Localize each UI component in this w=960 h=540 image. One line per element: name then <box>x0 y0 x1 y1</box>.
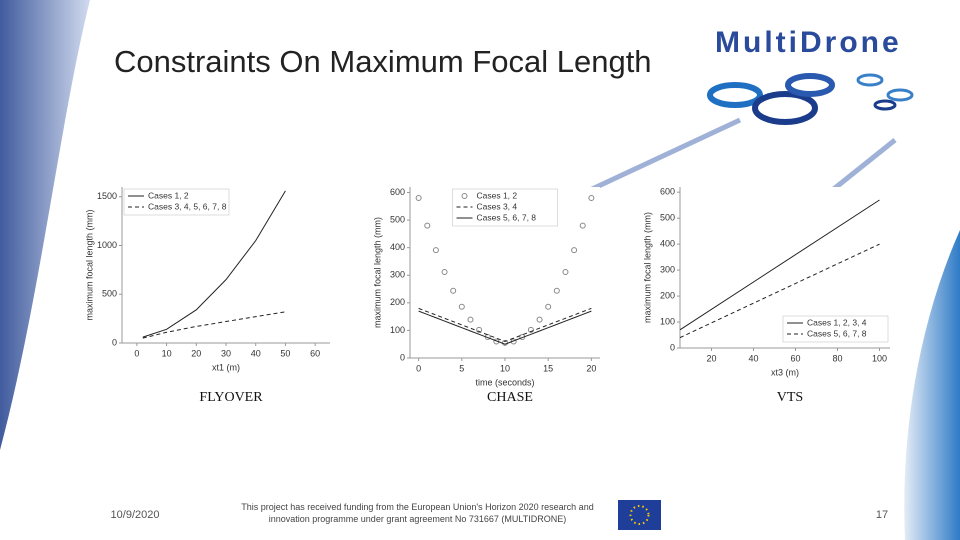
logo: MultiDrone <box>715 26 902 59</box>
legend-box <box>123 188 230 216</box>
marker <box>562 268 569 275</box>
decor <box>588 117 742 193</box>
x-tick-label: 0 <box>416 363 421 373</box>
x-tick-label: 60 <box>790 353 800 363</box>
legend-swatch <box>461 193 468 199</box>
x-tick-label: 20 <box>706 353 716 363</box>
y-tick-label: 0 <box>400 352 405 362</box>
y-tick-label: 1000 <box>97 240 117 250</box>
y-tick-label: 600 <box>660 187 675 197</box>
x-axis-label: xt1 (m) <box>212 362 240 372</box>
legend-label: Cases 3, 4 <box>477 201 518 211</box>
series-line <box>679 243 880 339</box>
chart-caption: VTS <box>777 390 803 405</box>
x-tick-label: 20 <box>586 363 596 373</box>
marker <box>588 195 595 202</box>
legend-box <box>452 188 558 227</box>
legend-label: Cases 1, 2 <box>477 190 518 200</box>
legend-label: Cases 5, 6, 7, 8 <box>477 212 537 222</box>
legend-label: Cases 1, 2, 3, 4 <box>807 317 867 327</box>
series-line <box>142 311 286 339</box>
x-axis-label: time (seconds) <box>475 377 534 387</box>
funding-box: This project has received funding from t… <box>241 502 594 524</box>
x-tick-label: 60 <box>310 348 320 358</box>
x-tick-label: 0 <box>134 348 139 358</box>
y-tick-label: 0 <box>670 342 675 352</box>
marker <box>458 303 465 310</box>
marker <box>571 247 578 254</box>
y-tick-label: 100 <box>660 316 675 326</box>
title-text: Constraints On Maximum Focal Length <box>114 44 652 79</box>
x-tick-label: 5 <box>459 363 464 373</box>
marker <box>441 268 448 275</box>
x-tick-label: 30 <box>221 348 231 358</box>
legend-label: Cases 3, 4, 5, 6, 7, 8 <box>148 201 227 211</box>
x-axis-label: xt3 (m) <box>771 367 799 377</box>
y-axis-label: maximum focal length (mm) <box>372 217 382 328</box>
x-tick-label: 40 <box>748 353 758 363</box>
marker <box>527 326 534 333</box>
marker <box>432 247 439 254</box>
marker <box>424 222 431 229</box>
legend-label: Cases 1, 2 <box>148 190 189 200</box>
y-tick-label: 200 <box>390 297 405 307</box>
y-tick-label: 200 <box>660 290 675 300</box>
x-tick-label: 40 <box>251 348 261 358</box>
chart-caption: CHASE <box>487 390 533 405</box>
y-tick-label: 500 <box>390 214 405 224</box>
y-axis-label: maximum focal length (mm) <box>642 212 652 323</box>
eu-flag <box>618 500 661 530</box>
series-line <box>142 190 286 338</box>
marker <box>467 316 474 323</box>
y-tick-label: 300 <box>660 264 675 274</box>
y-tick-label: 500 <box>102 289 117 299</box>
decor <box>0 0 90 450</box>
x-tick-label: 50 <box>280 348 290 358</box>
x-tick-label: 15 <box>543 363 553 373</box>
x-tick-label: 10 <box>162 348 172 358</box>
y-tick-label: 300 <box>390 270 405 280</box>
eu-stars <box>629 505 650 525</box>
logo-rings <box>707 73 914 125</box>
marker <box>450 287 457 294</box>
marker <box>553 287 560 294</box>
y-tick-label: 400 <box>660 239 675 249</box>
funding: This project has received funding from t… <box>241 502 594 524</box>
x-tick-label: 10 <box>500 363 510 373</box>
series-line <box>418 307 592 342</box>
marker <box>579 222 586 229</box>
marker <box>536 316 543 323</box>
y-tick-label: 1500 <box>97 191 117 201</box>
x-tick-label: 80 <box>832 353 842 363</box>
y-tick-label: 600 <box>390 187 405 197</box>
y-axis-label: maximum focal length (mm) <box>84 209 94 320</box>
y-tick-label: 500 <box>660 213 675 223</box>
y-tick-label: 100 <box>390 325 405 335</box>
legend-label: Cases 5, 6, 7, 8 <box>807 328 867 338</box>
date: 10/9/2020 <box>111 509 160 521</box>
title: Constraints On Maximum Focal Length <box>114 44 652 79</box>
page-number: 17 <box>876 509 888 521</box>
chart-caption: FLYOVER <box>199 390 263 405</box>
series-line <box>418 310 592 345</box>
x-tick-label: 100 <box>872 353 887 363</box>
y-tick-label: 0 <box>112 337 117 347</box>
marker <box>415 195 422 202</box>
y-tick-label: 400 <box>390 242 405 252</box>
series-line <box>679 199 880 331</box>
legend-box <box>782 315 889 343</box>
x-tick-label: 20 <box>191 348 201 358</box>
marker <box>476 326 483 333</box>
marker <box>545 303 552 310</box>
decor <box>904 230 960 540</box>
